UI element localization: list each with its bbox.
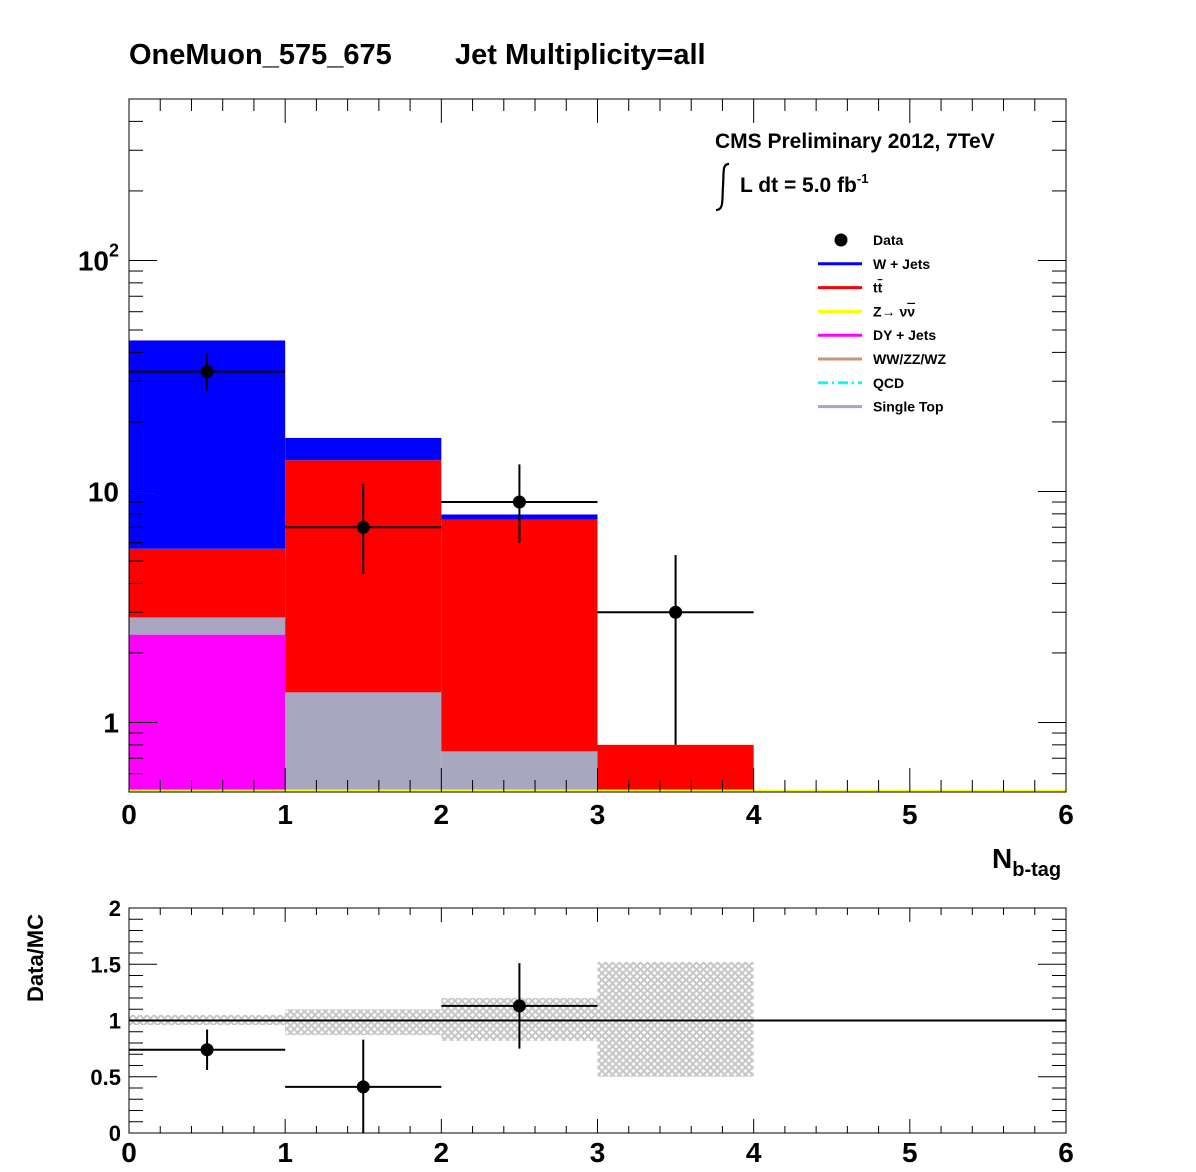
band-bin-1 xyxy=(285,1009,442,1036)
ratio-y-axis-label: Data/MC xyxy=(23,914,48,1002)
legend-label-znunu: Z→ νν xyxy=(873,303,915,319)
main-x-tick-label: 2 xyxy=(434,799,450,830)
ratio-point-2 xyxy=(512,999,526,1013)
legend-label-dy: DY + Jets xyxy=(873,327,936,343)
ratio-x-tick-label: 2 xyxy=(434,1137,450,1168)
legend-label-wjets: W + Jets xyxy=(873,256,930,272)
main-y-tick-label: 1 xyxy=(103,707,119,738)
lumi-label: L dt = 5.0 fb-1 xyxy=(740,171,868,197)
ratio-x-tick-label: 5 xyxy=(902,1137,918,1168)
integral-sign xyxy=(715,162,730,212)
main-axis-ticks xyxy=(128,98,1067,793)
main-x-tick-labels: 0 1 2 3 4 5 6 xyxy=(121,799,1074,830)
ratio-axis-ticks xyxy=(128,907,1067,1134)
bar-singletop-bin-1 xyxy=(285,692,442,792)
legend-marker-data xyxy=(834,233,848,247)
ratio-x-tick-label: 6 xyxy=(1058,1137,1074,1168)
bar-dy-bin-0 xyxy=(129,634,286,792)
ratio-y-tick-label: 0 xyxy=(109,1121,121,1146)
ratio-y-tick-label: 2 xyxy=(109,896,121,921)
bar-ttbar-bin-0 xyxy=(129,548,286,618)
legend-label-qcd: QCD xyxy=(873,375,904,391)
main-y-tick-label: 10 xyxy=(88,476,119,507)
ratio-x-tick-label: 3 xyxy=(590,1137,606,1168)
main-y-tick-labels: 1 10 102 xyxy=(78,240,119,738)
ratio-x-tick-labels: 0 1 2 3 4 5 6 xyxy=(121,1137,1074,1168)
title-region: OneMuon_575_675 xyxy=(129,39,392,71)
main-x-tick-label: 5 xyxy=(902,799,918,830)
ratio-x-tick-label: 0 xyxy=(121,1137,137,1168)
data-point-3 xyxy=(669,605,683,619)
ratio-y-tick-label: 0.5 xyxy=(90,1065,121,1090)
experiment-label: CMS Preliminary 2012, 7TeV xyxy=(715,130,995,153)
main-x-tick-label: 4 xyxy=(746,799,762,830)
bar-wjets-bin-1 xyxy=(285,437,442,461)
legend: Data W + Jets tt Z→ νν DY + Jets WW/ZZ/WZ QCD S… xyxy=(818,232,947,415)
main-x-tick-label: 1 xyxy=(277,799,293,830)
main-x-tick-label: 3 xyxy=(590,799,606,830)
bar-ttbar-bin-3 xyxy=(597,744,754,792)
ratio-plot: 0 1 2 3 4 5 6 0 0.5 1 1.5 2 Data/MC xyxy=(23,896,1074,1168)
x-axis-label: Nb-tag xyxy=(992,843,1061,881)
main-stack-bars xyxy=(129,340,754,792)
band-bin-3 xyxy=(597,962,754,1077)
title-selection: Jet Multiplicity=all xyxy=(455,39,706,71)
bar-ttbar-bin-2 xyxy=(441,519,598,752)
main-plot: 0 1 2 3 4 5 6 1 10 102 Nb-tag CMS Preliminary 20… xyxy=(78,98,1074,881)
data-point-0 xyxy=(200,365,214,379)
ratio-y-tick-label: 1.5 xyxy=(90,952,121,977)
ratio-y-tick-label: 1 xyxy=(109,1009,121,1034)
legend-label-diboson: WW/ZZ/WZ xyxy=(873,351,947,367)
ratio-x-tick-label: 1 xyxy=(277,1137,293,1168)
data-point-1 xyxy=(356,520,370,534)
legend-label-ttbar: tt xyxy=(873,280,883,296)
ratio-point-1 xyxy=(356,1080,370,1094)
main-y-tick-label: 102 xyxy=(78,240,119,276)
bar-singletop-bin-2 xyxy=(441,751,598,792)
bar-singletop-bin-0 xyxy=(129,617,286,635)
data-point-2 xyxy=(512,495,526,509)
main-x-tick-label: 0 xyxy=(121,799,137,830)
main-data-points xyxy=(129,353,754,745)
ratio-point-0 xyxy=(200,1043,214,1057)
legend-label-data: Data xyxy=(873,232,904,248)
ratio-y-tick-labels: 0 0.5 1 1.5 2 xyxy=(90,896,121,1146)
ratio-x-tick-label: 4 xyxy=(746,1137,762,1168)
main-x-tick-label: 6 xyxy=(1058,799,1074,830)
ratio-data-points xyxy=(129,963,598,1133)
legend-label-singletop: Single Top xyxy=(873,399,944,415)
